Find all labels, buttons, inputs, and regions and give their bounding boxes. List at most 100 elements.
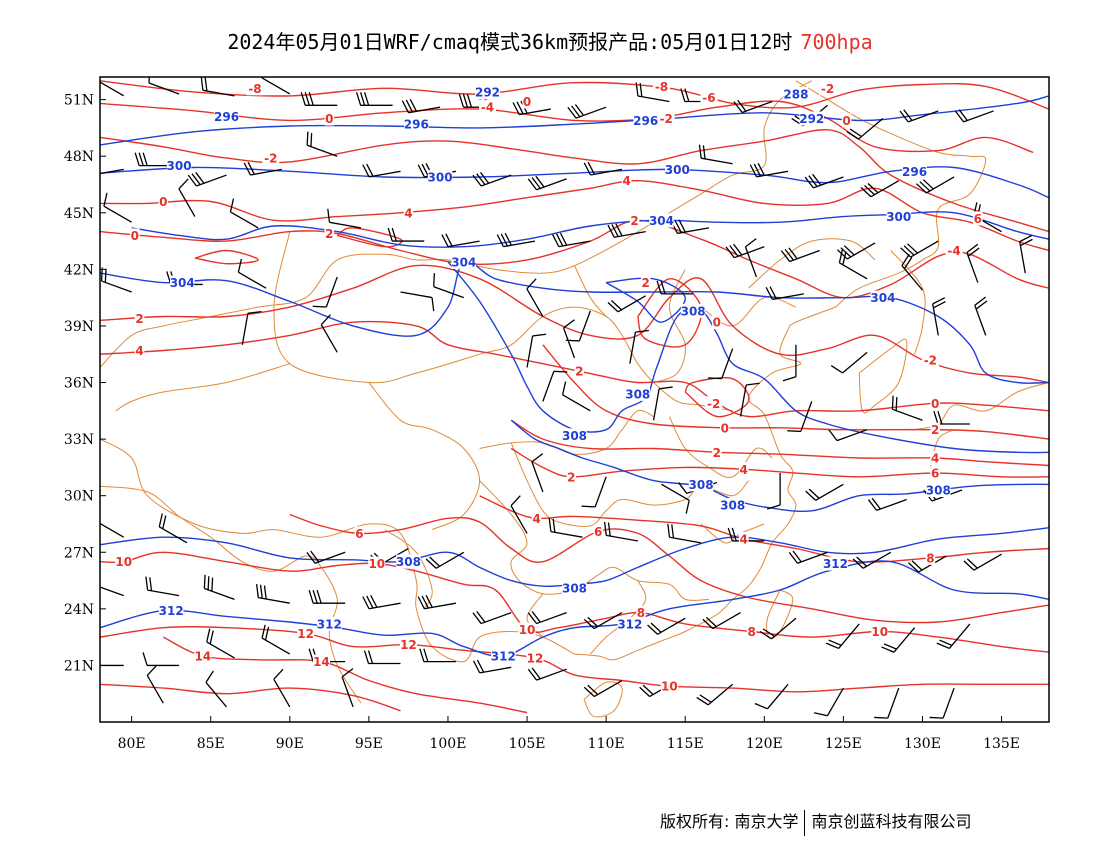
longitude-tick-label: 110E (588, 736, 625, 752)
wind-barb (635, 82, 670, 103)
wind-barb (158, 513, 188, 544)
boundary-line (368, 382, 481, 531)
wind-barb (178, 178, 196, 217)
temperature-label: 0 (523, 95, 531, 109)
wind-barb (103, 192, 132, 223)
wind-barb (739, 382, 760, 417)
temperature-label-bg (819, 81, 837, 96)
wind-barb (229, 198, 259, 229)
height-contour (100, 166, 1049, 199)
temperature-label: 4 (740, 463, 748, 477)
height-label: 308 (720, 499, 745, 513)
copyright-owner-label: 版权所有: 南京大学 (660, 812, 799, 831)
wind-barb (782, 344, 797, 382)
wind-barb (647, 617, 686, 635)
wind-barb (100, 664, 124, 667)
wind-barb (400, 291, 435, 312)
height-label-bg (404, 117, 429, 132)
wind-barb (583, 612, 623, 630)
temperature-label-bg (640, 275, 651, 290)
wind-barb (607, 223, 646, 238)
temperature-label: 10 (115, 555, 132, 569)
temperature-contour (542, 344, 1049, 440)
temperature-label: 12 (400, 638, 417, 652)
wind-barb (974, 296, 988, 336)
temperature-label-bg (930, 396, 940, 411)
temperature-label-bg (312, 654, 330, 669)
wind-barb (915, 176, 955, 194)
wind-barb (241, 310, 262, 345)
height-label-bg (665, 162, 690, 177)
temperature-label-bg (324, 226, 335, 241)
wind-barb (320, 314, 338, 353)
temperature-contour (100, 100, 1034, 154)
wind-barb (583, 161, 623, 176)
wind-barb (836, 242, 876, 260)
wind-barb (472, 172, 512, 187)
wind-barb (765, 286, 804, 301)
wind-barb (562, 319, 576, 359)
temperature-label: 6 (594, 525, 602, 539)
wind-barb (954, 109, 994, 123)
temperature-label-bg (738, 532, 749, 547)
temperature-label-bg (930, 466, 940, 481)
temperature-label: 10 (519, 623, 536, 637)
temperature-label: 2 (135, 312, 143, 326)
height-label: 308 (396, 555, 421, 569)
temperature-label-bg (629, 213, 640, 228)
map-frame (99, 76, 1050, 723)
wind-barb (300, 92, 338, 106)
temperature-label-bg (720, 420, 730, 435)
wind-barb (387, 227, 425, 242)
temperature-contour (479, 495, 1049, 563)
height-label: 296 (902, 165, 927, 179)
wind-barb (825, 623, 860, 650)
longitude-tick-label: 115E (667, 736, 704, 752)
wind-barb (542, 370, 568, 402)
temperature-label: -8 (655, 80, 668, 94)
height-label-bg (317, 616, 342, 631)
temperature-contour (637, 278, 703, 348)
height-label: 308 (625, 387, 650, 401)
longitude-tick-label: 90E (276, 736, 304, 752)
height-label: 304 (649, 214, 674, 228)
wind-barb (187, 172, 227, 187)
temperature-label: 10 (661, 680, 678, 694)
boundary-line (748, 238, 876, 289)
height-label-bg (625, 386, 651, 401)
boundary-line (700, 523, 765, 544)
boundary-line (890, 250, 926, 355)
boundary-line (574, 265, 607, 317)
wind-barb (846, 117, 884, 140)
height-contour (447, 261, 1049, 454)
temperature-label: 2 (713, 446, 721, 460)
temperature-label: 8 (926, 551, 934, 565)
temperature-label: 8 (747, 625, 755, 639)
latitude-tick-label: 45N (64, 206, 94, 222)
height-label: 296 (404, 118, 429, 132)
wind-barb (419, 648, 456, 663)
wind-barb (142, 652, 180, 667)
pressure-level-label: 700hpa (800, 30, 873, 54)
wind-barb (100, 168, 124, 175)
wind-barb (725, 243, 765, 259)
wind-barb (526, 278, 544, 317)
wind-barb (670, 219, 710, 235)
temperature-label: 10 (871, 625, 888, 639)
temperature-label: 4 (532, 512, 540, 526)
wind-barb (312, 276, 338, 308)
temperature-label-bg (479, 100, 497, 115)
temperature-label: 6 (974, 212, 982, 226)
temperature-label-bg (574, 364, 584, 379)
temperature-label-bg (194, 648, 212, 663)
temperature-contour (100, 264, 1049, 384)
height-contour (100, 527, 1049, 588)
temperature-label: 2 (931, 423, 939, 437)
temperature-label: -2 (660, 112, 673, 126)
height-label: 312 (617, 617, 642, 631)
wind-barb (929, 687, 955, 719)
height-label-bg (870, 290, 896, 305)
temperature-label: 14 (194, 649, 211, 663)
temperature-label-bg (930, 422, 940, 437)
temperature-label: 0 (721, 421, 729, 435)
